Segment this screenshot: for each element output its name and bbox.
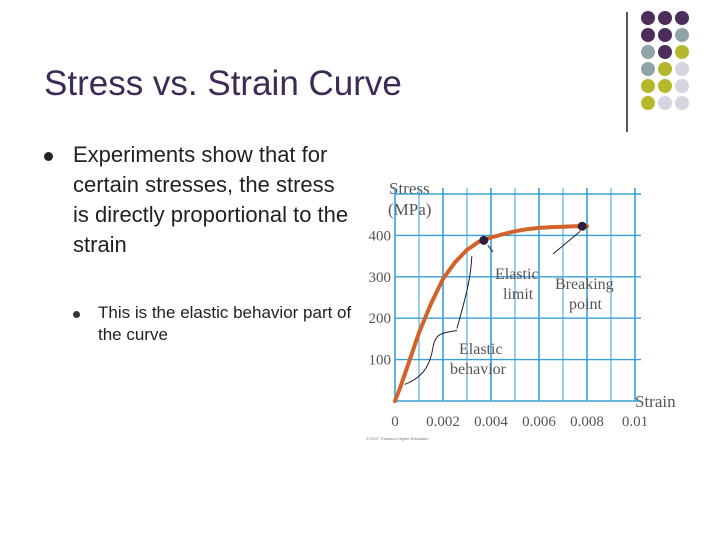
decor-dot (675, 28, 689, 42)
callout-breaking-point (552, 230, 581, 255)
x-tick-label: 0.01 (622, 414, 648, 430)
decor-dot (675, 96, 689, 110)
x-tick-label: 0 (391, 414, 399, 430)
y-axis-label-line2: (MPa) (388, 200, 431, 219)
decor-dot (675, 79, 689, 93)
annotation-elastic-limit-line1: Elastic (495, 266, 539, 283)
decor-dot (658, 96, 672, 110)
callout-elastic-behavior-upper (456, 256, 473, 329)
decor-dot (641, 11, 655, 25)
y-tick-label: 100 (369, 353, 392, 369)
decor-dot (641, 45, 655, 59)
key-point-marker (577, 221, 587, 231)
bullet-marker (44, 152, 53, 161)
decor-dot (641, 28, 655, 42)
decor-dot (675, 45, 689, 59)
callout-elastic-behavior-lower (404, 330, 458, 385)
x-tick-label: 0.004 (474, 414, 508, 430)
decor-dot (658, 45, 672, 59)
stress-strain-chart: Stress (MPa) Strain 0 0.002 0.004 0.006 0.00… (366, 179, 676, 441)
decor-dot (658, 79, 672, 93)
decor-dot (675, 11, 689, 25)
decor-dot (641, 62, 655, 76)
x-tick-label: 0.006 (522, 414, 556, 430)
decor-dot (641, 96, 655, 110)
decor-dot (658, 11, 672, 25)
x-axis-label: Strain (635, 392, 676, 411)
decor-dot (658, 62, 672, 76)
annotation-elastic-behavior-line1: Elastic (459, 341, 503, 358)
y-tick-label: 200 (369, 311, 392, 327)
key-point-marker (479, 235, 489, 245)
decor-dot-grid (641, 11, 689, 110)
x-tick-label: 0.002 (426, 414, 460, 430)
sub-bullet-marker (73, 311, 80, 318)
slide-title: Stress vs. Strain Curve (44, 64, 402, 103)
sub-bullet-text: This is the elastic behavior part of the… (98, 303, 352, 344)
copyright-credit: © 2007 Thomson Higher Education (366, 436, 428, 441)
x-tick-label: 0.008 (570, 414, 604, 430)
decor-dot (675, 62, 689, 76)
annotation-breaking-point-line1: Breaking (555, 276, 614, 293)
annotation-elastic-limit-line2: limit (503, 286, 534, 303)
decor-dot (658, 28, 672, 42)
decor-dot (641, 79, 655, 93)
annotation-breaking-point-line2: point (569, 296, 602, 313)
bullet-text: Experiments show that for certain stress… (73, 142, 349, 257)
decor-divider (626, 12, 628, 132)
y-tick-label: 400 (369, 228, 392, 244)
y-tick-label: 300 (369, 270, 392, 286)
annotation-elastic-behavior-line2: behavior (450, 361, 507, 378)
callout-elastic-limit (487, 245, 494, 253)
